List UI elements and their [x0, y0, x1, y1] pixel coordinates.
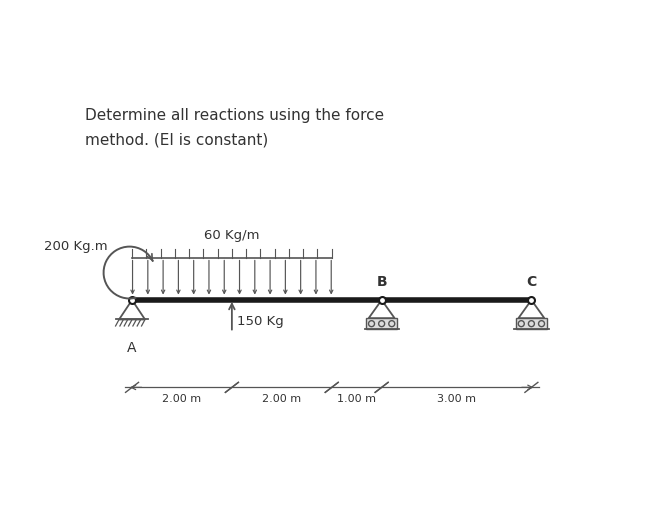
Text: 2.00 m: 2.00 m [262, 394, 302, 404]
Text: 1.00 m: 1.00 m [337, 394, 376, 404]
Text: A: A [127, 341, 137, 355]
FancyBboxPatch shape [516, 318, 547, 329]
Text: 2.00 m: 2.00 m [162, 394, 202, 404]
Polygon shape [369, 300, 395, 318]
Text: method. (EI is constant): method. (EI is constant) [85, 133, 268, 148]
FancyBboxPatch shape [366, 318, 397, 329]
Text: B: B [376, 275, 387, 289]
Text: C: C [526, 275, 537, 289]
Text: Determine all reactions using the force: Determine all reactions using the force [85, 108, 384, 123]
Polygon shape [119, 300, 145, 319]
Polygon shape [518, 300, 545, 318]
Text: 60 Kg/m: 60 Kg/m [204, 229, 260, 242]
Text: 150 Kg: 150 Kg [237, 315, 284, 328]
Text: 3.00 m: 3.00 m [437, 394, 476, 404]
Text: 200 Kg.m: 200 Kg.m [44, 240, 108, 253]
